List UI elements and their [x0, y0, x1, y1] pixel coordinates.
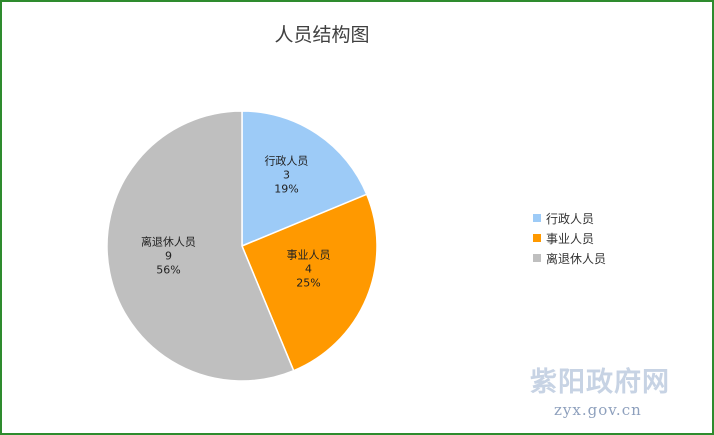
watermark-title: 紫阳政府网 [530, 367, 670, 398]
slice-label-retired-name: 离退休人员 [141, 235, 196, 249]
watermark: 紫阳政府网 zyx.gov.cn [530, 360, 690, 419]
slice-label-retired-value: 9 [165, 250, 172, 263]
legend-label-public: 事业人员 [546, 231, 595, 246]
slice-label-retired-percent: 56% [156, 264, 180, 277]
slice-label-admin-percent: 19% [274, 182, 298, 195]
chart-legend: 行政人员 事业人员 离退休人员 [533, 208, 606, 268]
pie-slice-retired [106, 110, 295, 382]
legend-label-admin: 行政人员 [546, 211, 595, 226]
slice-label-admin-value: 3 [283, 168, 290, 181]
slice-label-public-value: 4 [305, 263, 312, 276]
slice-label-public-name: 事业人员 [287, 249, 331, 262]
legend-swatch-admin [533, 214, 541, 222]
legend-item-public: 事业人员 [533, 228, 606, 248]
chart-title: 人员结构图 [274, 24, 370, 46]
slice-label-admin-name: 行政人员 [264, 153, 308, 167]
legend-swatch-retired [533, 254, 541, 262]
slice-label-public-percent: 25% [296, 277, 320, 290]
legend-item-retired: 离退休人员 [533, 248, 606, 268]
legend-label-retired: 离退休人员 [546, 251, 607, 266]
pie-slice-admin [241, 110, 368, 248]
legend-swatch-public [533, 234, 541, 242]
watermark-url: zyx.gov.cn [554, 401, 642, 419]
legend-item-admin: 行政人员 [533, 208, 606, 228]
